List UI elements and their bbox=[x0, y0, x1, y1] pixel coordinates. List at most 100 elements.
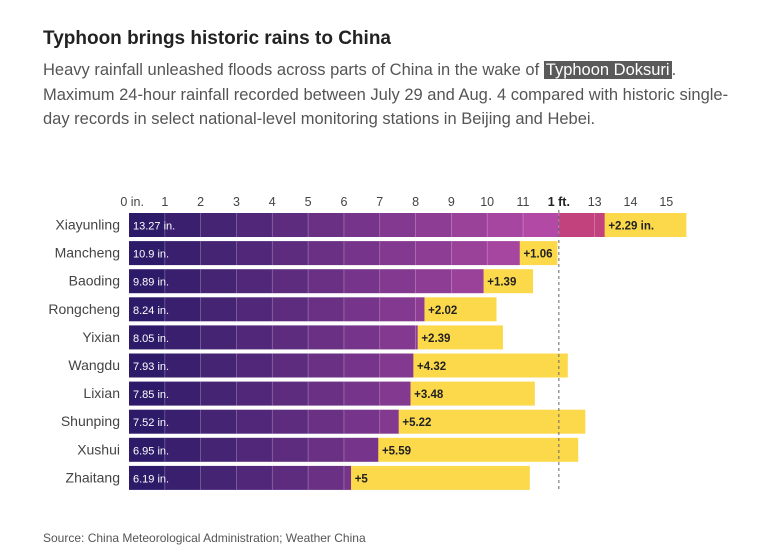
rainfall-segment bbox=[308, 437, 345, 462]
rainfall-segment bbox=[343, 325, 381, 350]
bar-row-yixian: Yixian 8.05 in. +2.39 bbox=[82, 325, 503, 350]
rainfall-segment bbox=[415, 213, 452, 237]
x-tick-label-15: 15 bbox=[659, 195, 673, 209]
x-tick-label-1: 1 bbox=[161, 195, 168, 209]
rainfall-segment bbox=[272, 409, 309, 434]
rainfall-segment bbox=[415, 297, 425, 322]
record-gap-bar bbox=[604, 213, 687, 237]
rainfall-segment bbox=[594, 213, 605, 237]
x-tick-label-12: 1 ft. bbox=[548, 195, 570, 209]
record-gap-bar bbox=[350, 465, 530, 490]
bar-row-zhaitang: Zhaitang 6.19 in. +5 bbox=[66, 465, 530, 490]
rainfall-segment bbox=[308, 353, 345, 378]
rainfall-segment bbox=[129, 297, 166, 322]
rainfall-segment bbox=[379, 325, 416, 350]
rainfall-segment bbox=[272, 269, 309, 294]
rainfall-segment bbox=[308, 269, 345, 294]
rainfall-segment bbox=[164, 297, 201, 322]
category-label: Baoding bbox=[69, 273, 120, 289]
rainfall-segment bbox=[308, 381, 345, 406]
rainfall-segment bbox=[343, 241, 381, 266]
rainfall-segment bbox=[272, 381, 309, 406]
rainfall-segment bbox=[415, 325, 418, 350]
x-tick-label-9: 9 bbox=[448, 195, 455, 209]
rainfall-segment bbox=[164, 465, 201, 490]
x-tick-label-11: 11 bbox=[517, 195, 530, 209]
x-tick-label-13: 13 bbox=[588, 195, 602, 209]
x-tick-label-10: 10 bbox=[480, 195, 494, 209]
chart-title: Typhoon brings historic rains to China bbox=[43, 28, 391, 49]
rainfall-segment bbox=[129, 437, 166, 462]
rainfall-segment bbox=[164, 269, 201, 294]
rainfall-segment bbox=[272, 437, 309, 462]
rainfall-segment bbox=[379, 409, 399, 434]
record-gap-label: +5.22 bbox=[402, 417, 431, 429]
rainfall-segment bbox=[164, 437, 201, 462]
rainfall-segment bbox=[415, 241, 452, 266]
rainfall-segment bbox=[236, 381, 273, 406]
rainfall-segment bbox=[379, 297, 416, 322]
record-gap-bar bbox=[413, 353, 568, 378]
rainfall-segment bbox=[343, 465, 352, 490]
record-gap-bar bbox=[417, 325, 503, 350]
x-tick-label-2: 2 bbox=[197, 195, 204, 209]
rainfall-segment bbox=[236, 213, 273, 237]
rainfall-segment bbox=[200, 297, 237, 322]
rainfall-value-label: 7.85 in. bbox=[133, 389, 169, 401]
category-label: Zhaitang bbox=[66, 469, 120, 485]
record-gap-label: +4.32 bbox=[417, 361, 446, 373]
chart-subtitle: Heavy rainfall unleashed floods across p… bbox=[43, 58, 743, 132]
record-gap-label: +2.02 bbox=[428, 305, 457, 317]
bar-row-baoding: Baoding 9.89 in. +1.39 bbox=[69, 269, 534, 294]
rainfall-segment bbox=[200, 213, 237, 237]
rainfall-segment bbox=[272, 213, 309, 237]
x-tick-label-5: 5 bbox=[305, 195, 312, 209]
rainfall-segment bbox=[164, 409, 201, 434]
record-gap-bar bbox=[519, 241, 558, 266]
rainfall-segment bbox=[451, 269, 484, 294]
rainfall-segment bbox=[487, 241, 520, 266]
rainfall-segment bbox=[343, 437, 379, 462]
category-label: Yixian bbox=[82, 329, 120, 345]
record-gap-label: +2.29 in. bbox=[608, 221, 654, 233]
rainfall-segment bbox=[236, 353, 273, 378]
bar-row-xiayunling: Xiayunling 13.27 in. +2.29 in. bbox=[55, 213, 687, 237]
bar-row-xushui: Xushui 6.95 in. +5.59 bbox=[77, 437, 579, 462]
source-note: Source: China Meteorological Administrat… bbox=[43, 531, 366, 545]
record-gap-bar bbox=[483, 269, 534, 294]
bar-row-rongcheng: Rongcheng 8.24 in. +2.02 bbox=[48, 297, 497, 322]
rainfall-segment bbox=[129, 353, 166, 378]
rainfall-segment bbox=[451, 241, 488, 266]
rainfall-segment bbox=[308, 213, 345, 237]
rainfall-segment bbox=[200, 353, 237, 378]
rainfall-value-label: 6.19 in. bbox=[133, 473, 169, 485]
bar-row-mancheng: Mancheng 10.9 in. +1.06 bbox=[55, 241, 558, 266]
rainfall-segment bbox=[415, 269, 452, 294]
rainfall-segment bbox=[200, 465, 237, 490]
rainfall-value-label: 10.9 in. bbox=[133, 249, 169, 261]
x-tick-label-3: 3 bbox=[233, 195, 240, 209]
rainfall-segment bbox=[308, 241, 345, 266]
rainfall-segment bbox=[129, 409, 166, 434]
rainfall-segment bbox=[343, 409, 381, 434]
rainfall-segment bbox=[236, 465, 273, 490]
rainfall-segment bbox=[236, 325, 273, 350]
category-label: Wangdu bbox=[68, 357, 120, 373]
rainfall-segment bbox=[164, 325, 201, 350]
rainfall-value-label: 8.05 in. bbox=[133, 333, 169, 345]
rainfall-segment bbox=[200, 269, 237, 294]
rainfall-value-label: 8.24 in. bbox=[133, 305, 169, 317]
rainfall-segment bbox=[236, 437, 273, 462]
rainfall-segment bbox=[164, 381, 201, 406]
category-label: Mancheng bbox=[55, 245, 120, 261]
rainfall-segment bbox=[236, 269, 273, 294]
record-gap-bar bbox=[398, 409, 586, 434]
category-label: Xiayunling bbox=[55, 217, 120, 233]
rainfall-segment bbox=[308, 465, 345, 490]
rainfall-segment bbox=[129, 325, 166, 350]
category-label: Xushui bbox=[77, 441, 120, 457]
bar-row-lixian: Lixian 7.85 in. +3.48 bbox=[83, 381, 535, 406]
record-gap-label: +3.48 bbox=[414, 389, 444, 401]
bar-row-wangdu: Wangdu 7.93 in. +4.32 bbox=[68, 353, 568, 378]
rainfall-segment bbox=[200, 409, 237, 434]
